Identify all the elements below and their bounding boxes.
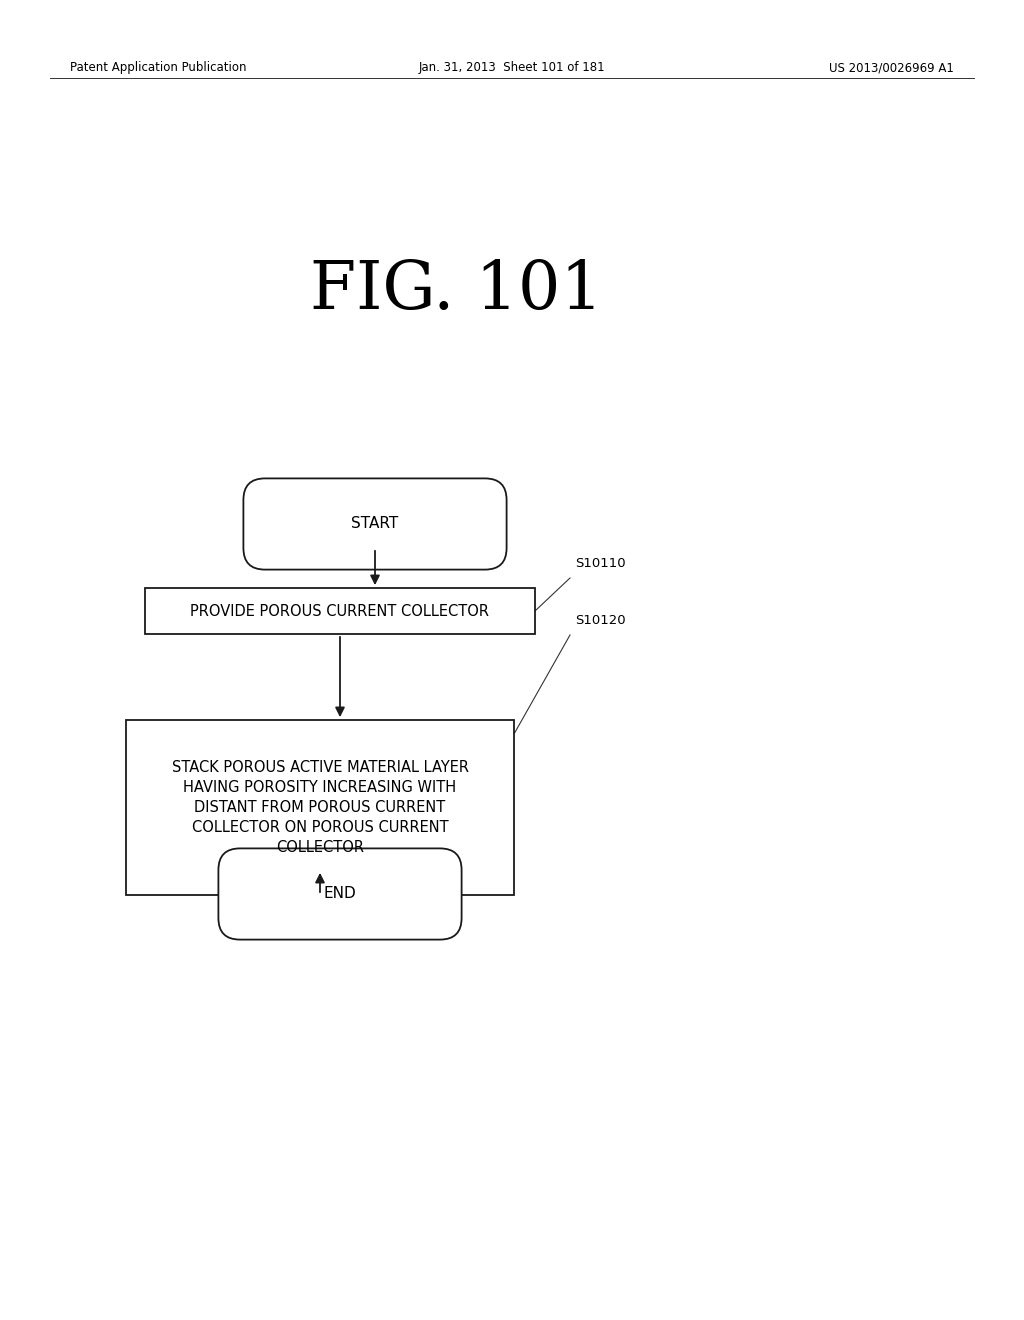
Text: STACK POROUS ACTIVE MATERIAL LAYER
HAVING POROSITY INCREASING WITH
DISTANT FROM : STACK POROUS ACTIVE MATERIAL LAYER HAVIN… [171, 760, 469, 854]
Text: US 2013/0026969 A1: US 2013/0026969 A1 [829, 62, 954, 74]
Text: END: END [324, 887, 356, 902]
FancyBboxPatch shape [145, 587, 535, 634]
Text: START: START [351, 516, 398, 532]
FancyBboxPatch shape [126, 719, 514, 895]
Text: PROVIDE POROUS CURRENT COLLECTOR: PROVIDE POROUS CURRENT COLLECTOR [190, 603, 489, 619]
Text: S10110: S10110 [575, 557, 626, 570]
FancyBboxPatch shape [218, 849, 462, 940]
FancyBboxPatch shape [244, 478, 507, 570]
Text: FIG. 101: FIG. 101 [310, 257, 603, 322]
Text: S10120: S10120 [575, 614, 626, 627]
Text: Patent Application Publication: Patent Application Publication [70, 62, 247, 74]
Text: Jan. 31, 2013  Sheet 101 of 181: Jan. 31, 2013 Sheet 101 of 181 [419, 62, 605, 74]
